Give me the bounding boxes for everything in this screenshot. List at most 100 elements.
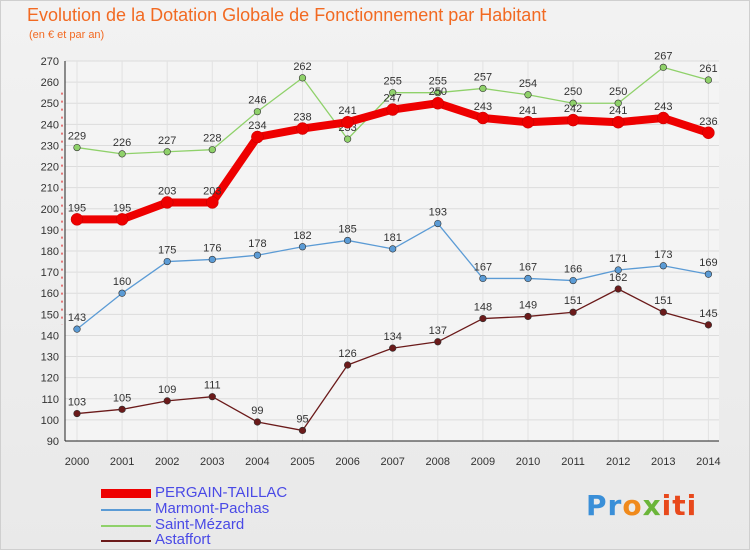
point-astaffort-2011: [569, 308, 577, 316]
point-pergain-taillac-2011: [566, 113, 580, 127]
data-label-marmont-pachas-2008: 193: [429, 207, 447, 219]
data-label-saint-mezard-2004: 246: [248, 95, 266, 107]
point-marmont-pachas-2013: [659, 262, 667, 270]
y-tick-label-270: 270: [41, 56, 59, 68]
data-label-pergain-taillac-2013: 243: [654, 101, 672, 113]
data-label-marmont-pachas-2001: 160: [113, 276, 131, 288]
point-marmont-pachas-2003: [208, 255, 216, 264]
data-label-saint-mezard-2010: 254: [519, 78, 537, 90]
data-label-astaffort-2008: 137: [429, 325, 447, 337]
point-pergain-taillac-2007: [386, 103, 399, 116]
y-tick-label-130: 130: [41, 352, 59, 364]
x-tick-label-2006: 2006: [335, 456, 359, 468]
x-tick-label-2000: 2000: [65, 456, 89, 468]
point-pergain-taillac-2004: [251, 130, 264, 144]
data-label-pergain-taillac-2001: 195: [113, 202, 131, 214]
point-saint-mezard-2009: [479, 84, 487, 93]
data-label-saint-mezard-2014: 261: [699, 63, 717, 75]
point-pergain-taillac-2008: [431, 96, 445, 110]
point-astaffort-2002: [163, 397, 171, 405]
data-label-saint-mezard-2008: 255: [429, 76, 447, 88]
point-marmont-pachas-2002: [163, 257, 171, 266]
x-tick-label-2003: 2003: [200, 456, 224, 468]
point-saint-mezard-2004: [253, 108, 261, 116]
point-marmont-pachas-2001: [118, 289, 126, 297]
y-tick-label-180: 180: [41, 246, 59, 258]
point-saint-mezard-2013: [659, 63, 667, 71]
data-label-marmont-pachas-2000: 143: [68, 312, 86, 324]
data-label-marmont-pachas-2010: 167: [519, 261, 537, 273]
x-tick-label-2004: 2004: [245, 456, 269, 468]
point-marmont-pachas-2006: [344, 236, 352, 245]
data-label-marmont-pachas-2006: 185: [338, 223, 356, 235]
y-tick-label-220: 220: [41, 162, 59, 174]
point-marmont-pachas-2000: [73, 325, 81, 333]
data-label-marmont-pachas-2012: 171: [609, 253, 627, 265]
data-label-saint-mezard-2003: 228: [203, 133, 221, 145]
data-label-pergain-taillac-2003: 203: [203, 185, 221, 197]
point-saint-mezard-2011: [569, 99, 577, 107]
data-label-astaffort-2013: 151: [654, 295, 672, 307]
data-label-astaffort-2012: 162: [609, 272, 627, 284]
data-label-marmont-pachas-2003: 176: [203, 242, 221, 254]
logo-part-3: x: [642, 489, 662, 522]
legend-swatch-marmont-pachas: [101, 509, 151, 511]
data-label-pergain-taillac-2009: 243: [474, 101, 492, 113]
data-label-saint-mezard-2009: 257: [474, 71, 492, 83]
data-label-astaffort-2002: 109: [158, 384, 176, 396]
logo-part-4: iti: [661, 489, 698, 522]
data-label-pergain-taillac-2011: 242: [564, 103, 582, 115]
data-label-pergain-taillac-2010: 241: [519, 105, 537, 117]
legend-label-saint-mezard: Saint-Mézard: [155, 516, 245, 533]
data-label-marmont-pachas-2002: 175: [158, 245, 176, 257]
point-saint-mezard-2014: [704, 76, 713, 84]
x-tick-label-2014: 2014: [696, 456, 720, 468]
point-astaffort-2001: [118, 405, 126, 413]
point-saint-mezard-2012: [614, 99, 622, 107]
legend-swatch-astaffort: [101, 540, 151, 542]
point-saint-mezard-2007: [389, 89, 397, 97]
data-label-pergain-taillac-2000: 195: [68, 202, 86, 214]
point-astaffort-2010: [524, 312, 532, 321]
x-tick-label-2011: 2011: [561, 456, 585, 468]
point-astaffort-2004: [253, 418, 261, 426]
x-tick-label-2007: 2007: [380, 456, 404, 468]
x-tick-label-2012: 2012: [606, 456, 630, 468]
point-pergain-taillac-2005: [296, 122, 309, 135]
point-astaffort-2000: [73, 409, 81, 418]
data-label-marmont-pachas-2005: 182: [293, 230, 311, 242]
point-pergain-taillac-2012: [611, 115, 625, 129]
point-pergain-taillac-2014: [702, 126, 715, 140]
point-pergain-taillac-2002: [160, 196, 174, 209]
point-marmont-pachas-2010: [524, 274, 532, 283]
data-label-pergain-taillac-2006: 241: [338, 105, 356, 117]
point-astaffort-2007: [389, 344, 397, 352]
x-tick-label-2008: 2008: [426, 456, 450, 468]
data-label-marmont-pachas-2007: 181: [384, 232, 402, 244]
point-astaffort-2003: [208, 393, 216, 401]
legend-swatch-pergain-taillac: [101, 489, 151, 498]
point-pergain-taillac-2010: [521, 115, 535, 129]
point-saint-mezard-2005: [298, 74, 307, 82]
data-label-saint-mezard-2005: 262: [293, 61, 311, 73]
point-pergain-taillac-2006: [341, 115, 354, 129]
data-label-saint-mezard-2000: 229: [68, 131, 86, 143]
data-label-pergain-taillac-2005: 238: [293, 112, 311, 124]
legend-label-marmont-pachas: Marmont-Pachas: [155, 500, 270, 517]
data-label-pergain-taillac-2004: 234: [248, 120, 266, 132]
data-label-astaffort-2004: 99: [251, 405, 263, 417]
x-tick-label-2013: 2013: [651, 456, 675, 468]
point-marmont-pachas-2008: [434, 219, 442, 228]
chart-title: Evolution de la Dotation Globale de Fonc…: [27, 5, 547, 25]
y-tick-label-200: 200: [41, 204, 59, 216]
point-pergain-taillac-2001: [115, 213, 129, 226]
data-label-pergain-taillac-2014: 236: [699, 116, 717, 128]
y-tick-label-90: 90: [47, 436, 59, 448]
x-tick-label-2001: 2001: [110, 456, 134, 468]
logo-part-1: Pr: [586, 489, 623, 522]
data-label-saint-mezard-2012: 250: [609, 86, 627, 98]
point-saint-mezard-2002: [163, 148, 171, 156]
logo-part-2: o: [622, 489, 643, 522]
point-marmont-pachas-2009: [479, 274, 487, 283]
